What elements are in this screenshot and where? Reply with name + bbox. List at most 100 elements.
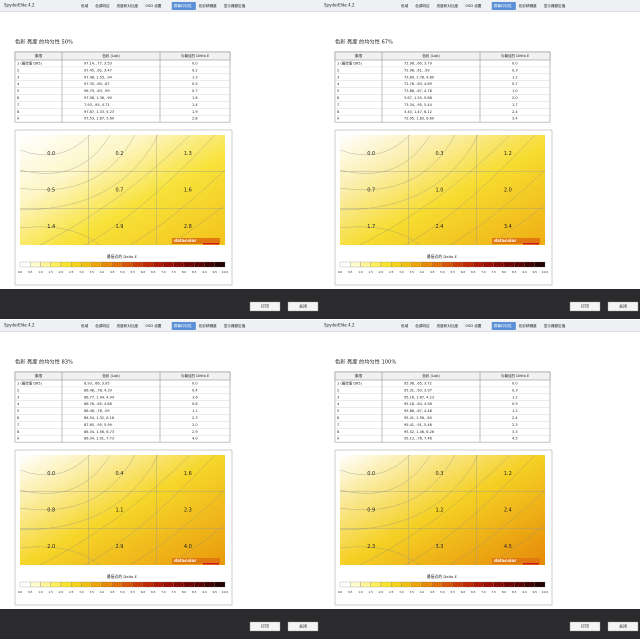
map-value: 1.2 bbox=[436, 508, 444, 514]
scale-tick: 2.5 bbox=[69, 270, 74, 274]
button[interactable] bbox=[287, 621, 319, 632]
button[interactable] bbox=[607, 301, 639, 312]
tab[interactable]: 亮度和对比度 bbox=[437, 3, 459, 8]
tab[interactable]: 色调响应 bbox=[95, 3, 110, 8]
tab[interactable]: 色域 bbox=[401, 323, 409, 328]
tab[interactable]: OSD 设置 bbox=[145, 3, 162, 8]
scale-tick: 8.5 bbox=[512, 590, 517, 594]
map-value: 4.0 bbox=[184, 544, 192, 550]
scale-swatch bbox=[112, 581, 123, 588]
scale-tick: 0.5 bbox=[348, 270, 353, 274]
table-cell: 86.77, 1.94, 4.94 bbox=[84, 395, 115, 399]
button[interactable] bbox=[287, 301, 319, 312]
tab[interactable]: OSD 设置 bbox=[145, 323, 162, 328]
table-cell: 4.0 bbox=[192, 437, 198, 441]
button-label[interactable]: 打印 bbox=[581, 303, 589, 309]
scale-tick: 10.0 bbox=[222, 590, 228, 594]
table-header: 色彩 (Lab) bbox=[102, 373, 120, 378]
table-header: 与最佳的 Delta E bbox=[181, 53, 210, 58]
table-cell: 86.34, 1.91, 7.73 bbox=[84, 437, 114, 441]
tab-strip-line bbox=[0, 11, 320, 12]
button-label[interactable]: 关闭 bbox=[299, 303, 307, 309]
contour-line bbox=[19, 454, 91, 476]
tab[interactable]: 亮度和对比度 bbox=[117, 323, 139, 328]
tab[interactable]: 色域 bbox=[81, 323, 89, 328]
scale-tick: 0.5 bbox=[28, 270, 33, 274]
scale-swatch bbox=[421, 581, 433, 588]
scale-swatch bbox=[204, 581, 215, 588]
tab[interactable]: OSD 设置 bbox=[465, 3, 482, 8]
tab[interactable]: 显示器额定值 bbox=[544, 323, 566, 328]
table-cell: 73.89, 1.78, 4.80 bbox=[404, 75, 434, 79]
scale-tick: 4.5 bbox=[430, 270, 435, 274]
tab[interactable]: 色调响应 bbox=[415, 323, 430, 328]
button-label[interactable]: 打印 bbox=[261, 623, 269, 629]
button[interactable] bbox=[249, 621, 281, 632]
tab[interactable]: 色彩精确度 bbox=[199, 323, 217, 328]
scale-swatch bbox=[19, 261, 31, 268]
scale-swatch bbox=[452, 261, 464, 268]
scale-swatch bbox=[91, 261, 103, 268]
scale-swatch bbox=[514, 261, 525, 268]
map-value: 1.1 bbox=[116, 508, 124, 514]
tab[interactable]: 亮度和对比度 bbox=[117, 3, 139, 8]
tab[interactable]: 屏幕均匀性 bbox=[494, 323, 512, 328]
button[interactable] bbox=[249, 301, 281, 312]
scale-tick: 1.0 bbox=[38, 590, 43, 594]
table-cell: 7 bbox=[337, 423, 339, 427]
scale-tick: 2.0 bbox=[379, 270, 384, 274]
map-value: 3.3 bbox=[436, 544, 444, 550]
tab[interactable]: 色域 bbox=[81, 3, 89, 8]
scale-tick: 5.0 bbox=[440, 270, 445, 274]
tab[interactable]: OSD 设置 bbox=[465, 323, 482, 328]
tab[interactable]: 色调响应 bbox=[95, 323, 110, 328]
map-value: 0.3 bbox=[436, 471, 444, 477]
tab[interactable]: 显示器额定值 bbox=[224, 323, 246, 328]
table-cell: 3.4 bbox=[512, 117, 518, 121]
tab[interactable]: 亮度和对比度 bbox=[437, 323, 459, 328]
window: SpyderElite 4.2 色域 色调响应 亮度和对比度 OSD 设置 屏幕均匀性 色彩… bbox=[0, 0, 320, 320]
scale-swatch bbox=[163, 261, 174, 268]
button-label[interactable]: 关闭 bbox=[619, 303, 627, 309]
tab[interactable]: 色彩精确度 bbox=[519, 3, 537, 8]
scale-swatch bbox=[163, 581, 174, 588]
button[interactable] bbox=[569, 301, 601, 312]
table-cell: 4 bbox=[337, 402, 340, 406]
tab[interactable]: 显示器额定值 bbox=[544, 3, 566, 8]
scale-tick: 1.0 bbox=[358, 270, 363, 274]
contour-line bbox=[339, 454, 456, 511]
button-label[interactable]: 打印 bbox=[581, 623, 589, 629]
table-cell: 3 bbox=[17, 395, 19, 399]
scale-swatch bbox=[432, 581, 443, 588]
contour-line bbox=[84, 134, 216, 246]
button-label[interactable]: 关闭 bbox=[299, 623, 307, 629]
scale-tick: 9.5 bbox=[213, 590, 218, 594]
tab[interactable]: 色彩精确度 bbox=[519, 323, 537, 328]
button[interactable] bbox=[569, 621, 601, 632]
scale-tick: 8.5 bbox=[192, 590, 197, 594]
table-cell: 1.2 bbox=[512, 75, 518, 79]
tab[interactable]: 屏幕均匀性 bbox=[174, 323, 192, 328]
table-cell: 2.8 bbox=[192, 117, 198, 121]
tab[interactable]: 屏幕均匀性 bbox=[494, 3, 512, 8]
scale-tick: 7.0 bbox=[481, 270, 486, 274]
scale-tick: 4.5 bbox=[430, 590, 435, 594]
scale-swatch bbox=[142, 581, 154, 588]
table-cell: 6 bbox=[17, 416, 19, 420]
map-value: 0.0 bbox=[367, 471, 375, 477]
title-bar bbox=[320, 0, 640, 11]
button-label[interactable]: 打印 bbox=[261, 303, 269, 309]
scale-tick: 9.0 bbox=[522, 270, 527, 274]
table-cell: 2 bbox=[337, 68, 339, 72]
tab[interactable]: 色域 bbox=[401, 3, 409, 8]
contour-line bbox=[19, 546, 101, 566]
tab[interactable]: 色彩精确度 bbox=[199, 3, 217, 8]
scale-swatch bbox=[370, 581, 382, 588]
button[interactable] bbox=[607, 621, 639, 632]
table-cell: 1.4 bbox=[192, 103, 198, 107]
button-label[interactable]: 关闭 bbox=[619, 623, 627, 629]
tab-active bbox=[171, 322, 196, 330]
tab[interactable]: 色调响应 bbox=[415, 3, 430, 8]
tab[interactable]: 屏幕均匀性 bbox=[174, 3, 192, 8]
tab[interactable]: 显示器额定值 bbox=[224, 3, 246, 8]
